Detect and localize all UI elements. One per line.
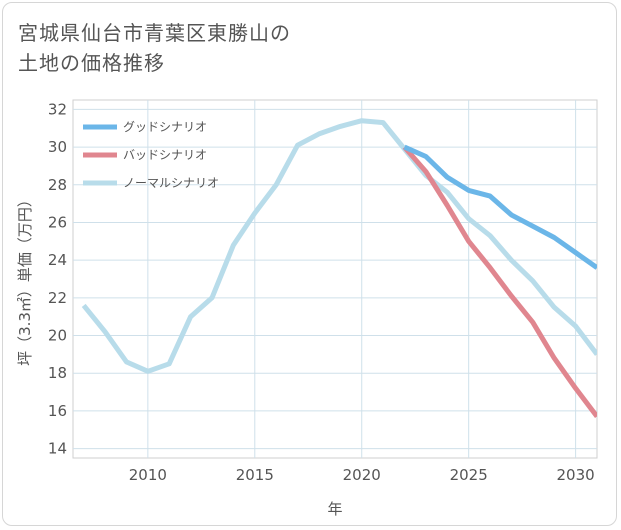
y-axis-label: 坪（3.3㎡）単価（万円） (16, 192, 34, 366)
y-tick-label: 24 (48, 251, 67, 269)
x-tick-label: 2020 (343, 466, 381, 484)
x-tick-label: 2030 (557, 466, 595, 484)
x-tick-label: 2025 (450, 466, 488, 484)
chart-title-line-2: 土地の価格推移 (18, 51, 165, 75)
y-tick-label: 32 (48, 100, 67, 118)
x-tick-label: 2010 (129, 466, 167, 484)
series-line-normal (81, 118, 597, 374)
y-tick-label: 16 (48, 402, 67, 420)
legend-label: グッドシナリオ (123, 120, 207, 134)
y-tick-label: 18 (48, 364, 67, 382)
y-tick-label: 28 (48, 176, 67, 194)
y-tick-label: 30 (48, 138, 67, 156)
x-axis-label: 年 (327, 500, 342, 518)
legend-label: ノーマルシナリオ (123, 176, 219, 190)
series-line-bad (402, 145, 597, 419)
chart-title-line-1: 宮城県仙台市青葉区東勝山の (18, 21, 291, 45)
y-tick-label: 14 (48, 440, 67, 458)
legend-label: バッドシナリオ (123, 148, 207, 162)
plot-area (72, 99, 598, 459)
series-line-good (403, 144, 597, 270)
y-tick-label: 26 (48, 213, 67, 231)
x-tick-label: 2015 (236, 466, 274, 484)
y-tick-label: 22 (48, 289, 67, 307)
y-tick-label: 20 (48, 327, 67, 345)
chart-title: 宮城県仙台市青葉区東勝山の 土地の価格推移 (18, 18, 291, 78)
